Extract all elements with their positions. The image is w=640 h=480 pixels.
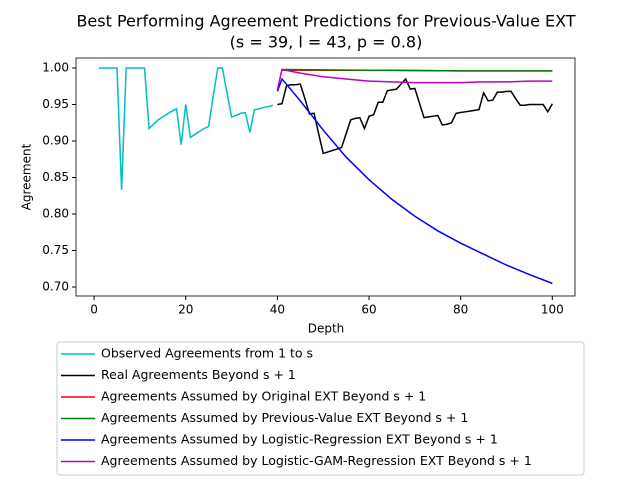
y-tick-label: 0.75 — [42, 243, 69, 257]
y-axis-label: Agreement — [20, 143, 34, 210]
legend-box — [56, 341, 585, 476]
series-line — [276, 77, 553, 285]
series-line — [98, 67, 274, 190]
x-tick-label: 40 — [270, 303, 285, 317]
x-tick-label: 100 — [541, 303, 564, 317]
y-tick-label: 0.95 — [42, 97, 69, 111]
legend-label: Agreements Assumed by Previous-Value EXT… — [101, 410, 468, 425]
legend-label: Agreements Assumed by Logistic-Regressio… — [101, 432, 498, 447]
x-axis-label: Depth — [308, 322, 345, 336]
plot-frame — [75, 57, 576, 297]
x-tick-label: 60 — [361, 303, 376, 317]
x-tick-label: 80 — [453, 303, 468, 317]
y-tick-label: 0.85 — [42, 170, 69, 184]
series-line — [281, 68, 553, 72]
legend-label: Agreements Assumed by Logistic-GAM-Regre… — [101, 453, 532, 468]
y-tick-label: 1.00 — [42, 61, 69, 75]
y-tick-label: 0.80 — [42, 207, 69, 221]
x-tick-label: 20 — [178, 303, 193, 317]
x-tick-label: 0 — [90, 303, 98, 317]
y-tick-label: 0.90 — [42, 134, 69, 148]
legend-label: Observed Agreements from 1 to s — [101, 346, 313, 361]
legend-label: Agreements Assumed by Original EXT Beyon… — [101, 389, 426, 404]
chart-subtitle: (s = 39, l = 43, p = 0.8) — [230, 33, 423, 52]
chart-title: Best Performing Agreement Predictions fo… — [76, 12, 575, 31]
y-tick-label: 0.70 — [42, 280, 69, 294]
series-line — [276, 68, 553, 91]
series-line — [277, 77, 553, 155]
legend-label: Real Agreements Beyond s + 1 — [101, 367, 296, 382]
